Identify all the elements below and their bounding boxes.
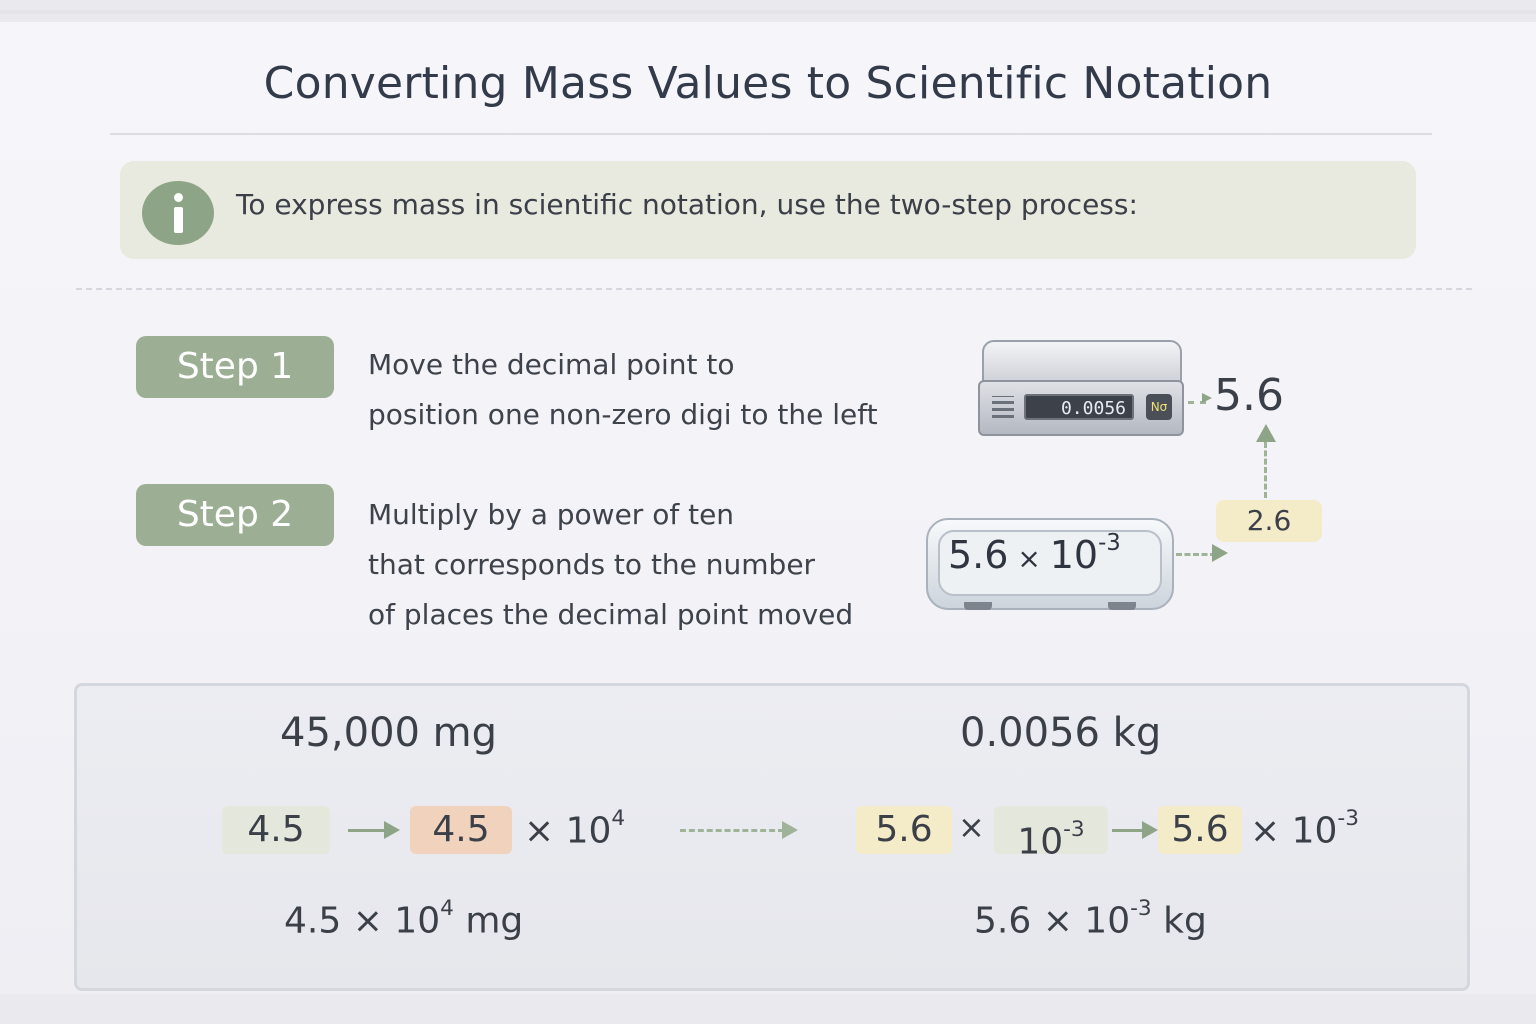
step-1-badge: Step 1 [136,336,334,398]
page-title: Converting Mass Values to Scientific Not… [263,58,1273,109]
scale-display: 0.0056 [1024,394,1134,420]
arrow-to-result-line [1188,401,1206,404]
step-2-text-line-1: Multiply by a power of ten [368,498,735,531]
step-1-text-line-2: position one non-zero digi to the left [368,398,878,431]
arrow-right-icon [384,821,400,839]
arrow-line [1112,829,1146,832]
arrow-to-tag-line [1176,553,1216,556]
result-value-top: 5.6 [1214,370,1284,421]
left-chip-1: 4.5 [222,806,330,854]
info-text: To express mass in scientific notation, … [236,188,1138,221]
info-banner [120,161,1416,259]
right-times-1: × [958,808,985,846]
left-example-heading: 45,000 mg [280,710,498,756]
arrow-line [348,829,388,832]
arrow-right-icon [1142,821,1158,839]
left-chip-2: 4.5 [410,806,512,854]
right-chip-1: 5.6 [856,806,952,854]
digital-scale-icon: 0.0056 Nσ [978,340,1184,438]
step-2-text-line-3: of places the decimal point moved [368,598,854,631]
right-power-of-ten: × 10-3 [1250,806,1359,852]
value-tag: 2.6 [1216,500,1322,542]
left-power-of-ten: × 104 [524,806,626,852]
step-2-badge: Step 2 [136,484,334,546]
right-chip-2: 10-3 [994,806,1108,862]
arrow-right-icon [1212,544,1228,562]
step-2-text-line-2: that corresponds to the number [368,548,816,581]
left-example-result: 4.5 × 104 mg [284,896,524,942]
arrow-between-examples-line [680,829,784,832]
section-divider [76,288,1472,290]
platform-scale-readout: 5.6 × 10-3 [948,530,1121,578]
title-divider [110,133,1432,135]
keypad-icon [992,396,1014,418]
right-chip-3: 5.6 [1158,806,1242,854]
arrow-up-icon [1256,424,1276,442]
arrow-up-line [1264,442,1267,498]
arrow-right-icon [782,821,798,839]
right-example-result: 5.6 × 10-3 kg [974,896,1207,942]
platform-scale-icon: 5.6 × 10-3 [926,518,1174,610]
right-example-heading: 0.0056 kg [960,710,1162,756]
step-1-text-line-1: Move the decimal point to [368,348,735,381]
info-icon [142,181,214,245]
top-divider [0,10,1536,14]
arrow-right-icon [1202,393,1212,403]
scale-unit-label: Nσ [1146,394,1172,420]
